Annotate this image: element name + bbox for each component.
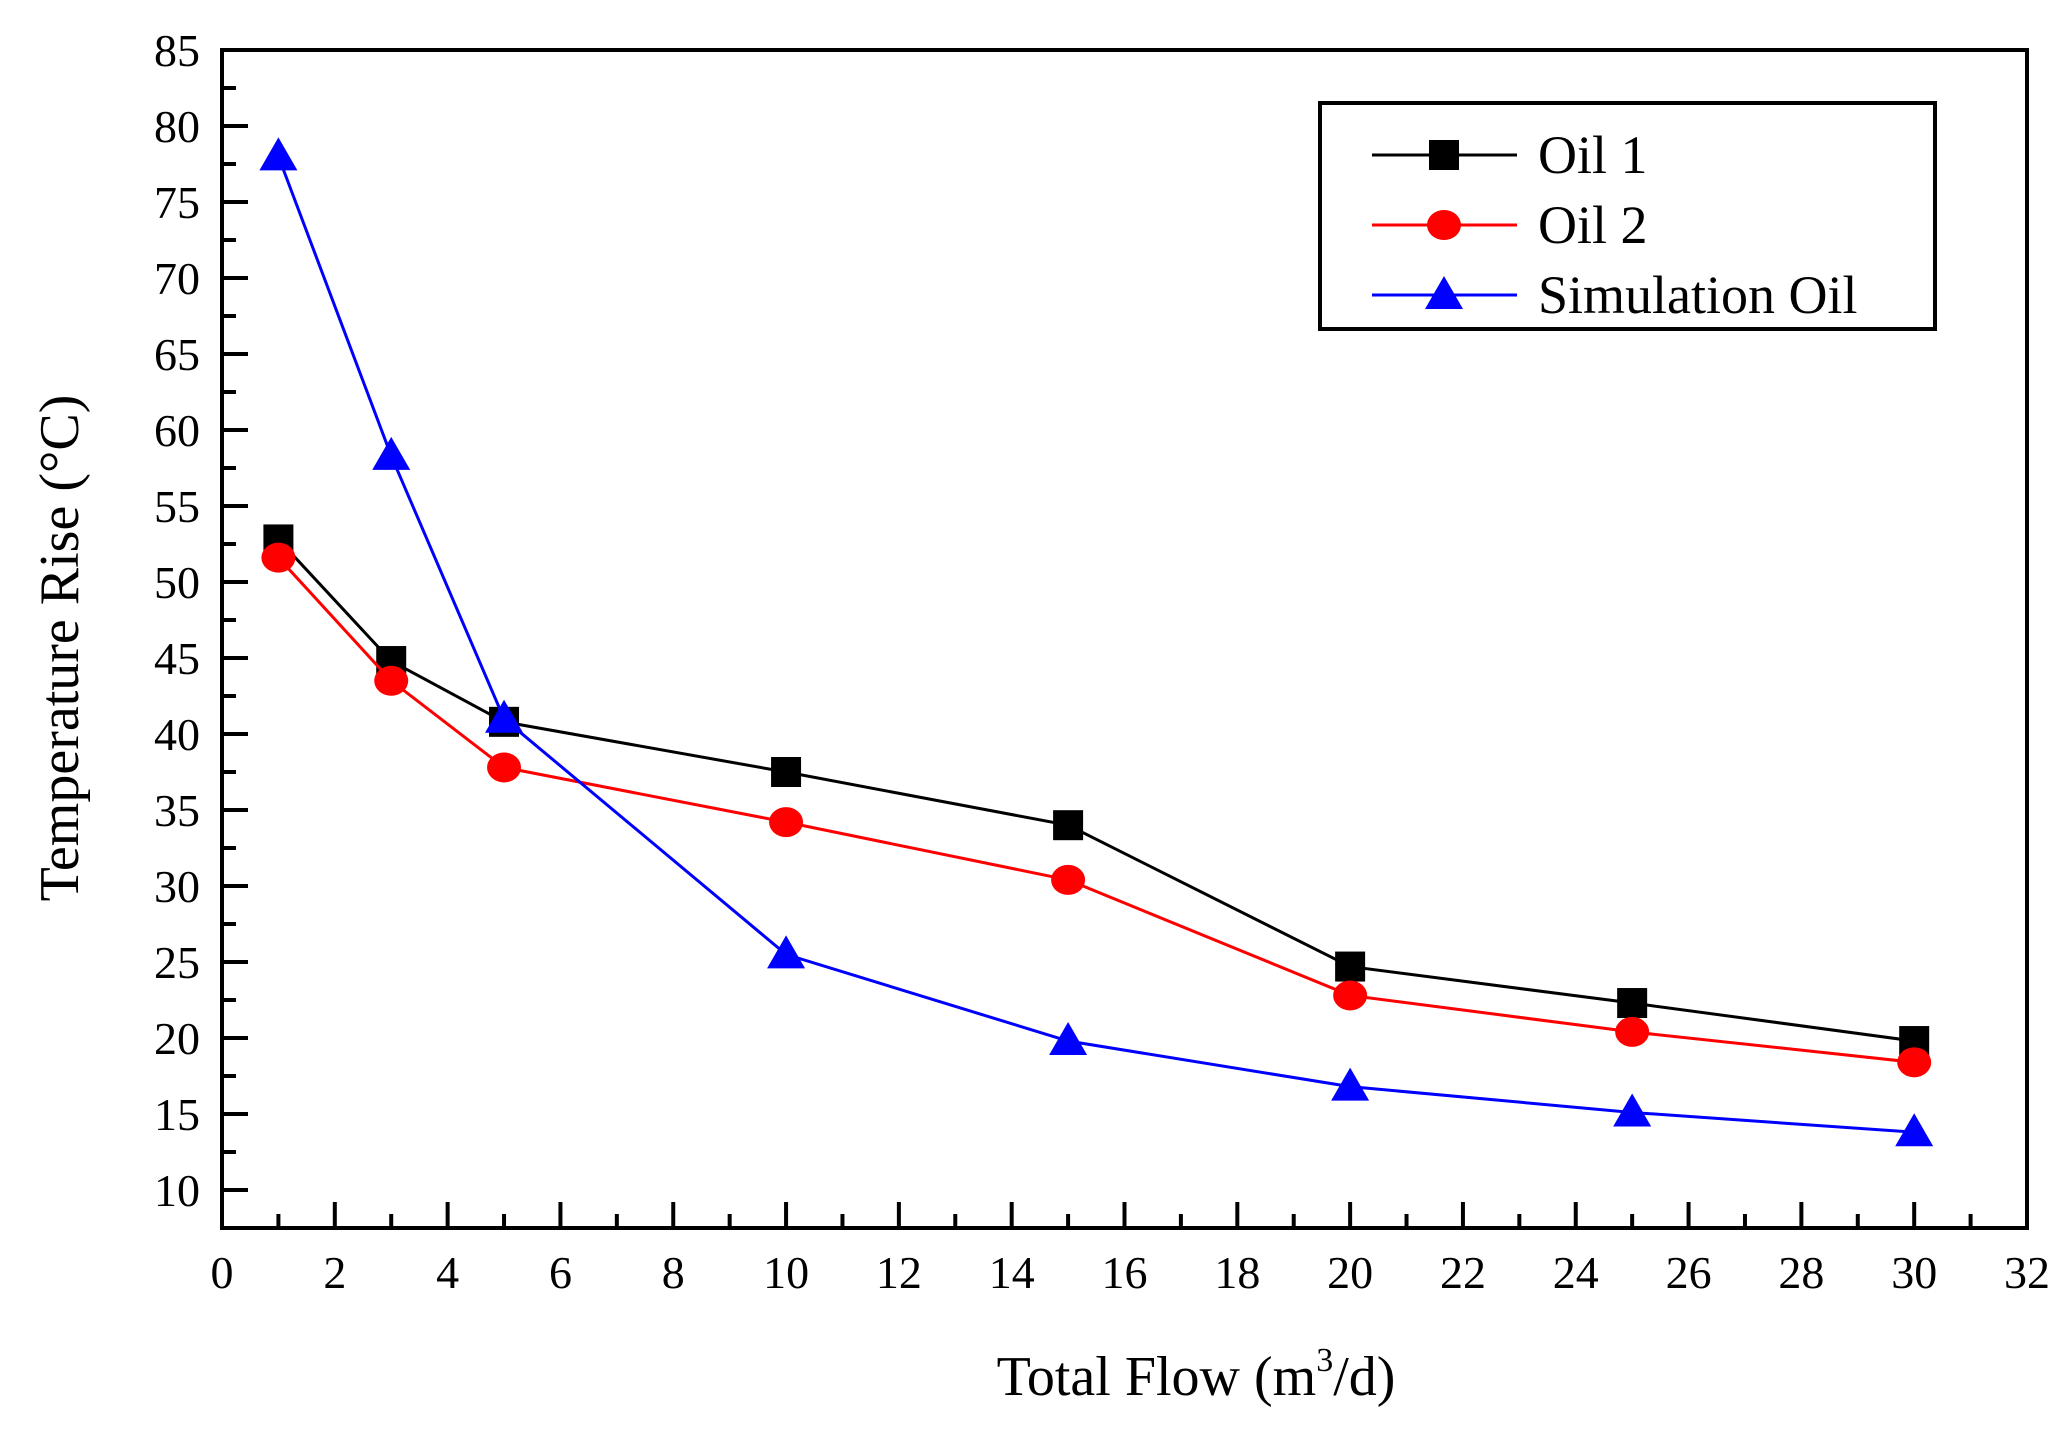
x-tick-label: 4 bbox=[436, 1247, 459, 1298]
x-tick-label: 6 bbox=[549, 1247, 572, 1298]
x-tick-label: 0 bbox=[211, 1247, 234, 1298]
series-oil-2 bbox=[261, 542, 1932, 1078]
data-point-simulation-oil bbox=[1049, 1022, 1088, 1056]
data-point-simulation-oil bbox=[1331, 1067, 1370, 1101]
series-simulation-oil bbox=[259, 137, 1934, 1147]
x-axis-title-tail: /d) bbox=[1333, 1346, 1395, 1408]
legend-swatch-marker bbox=[1429, 140, 1459, 170]
data-point-oil-1 bbox=[1335, 951, 1366, 982]
x-tick-label: 24 bbox=[1553, 1247, 1599, 1298]
legend-entry-oil-2: Oil 2 bbox=[1372, 195, 1648, 255]
legend-swatch-marker bbox=[1425, 276, 1463, 309]
data-point-simulation-oil bbox=[1895, 1113, 1934, 1147]
data-point-oil-2 bbox=[1051, 864, 1086, 895]
data-point-oil-1 bbox=[1617, 988, 1648, 1019]
data-point-oil-2 bbox=[261, 542, 296, 573]
x-axis-title: Total Flow (m3/d) bbox=[997, 1342, 1396, 1408]
data-point-oil-1 bbox=[1053, 810, 1084, 841]
y-tick-label: 85 bbox=[154, 25, 200, 76]
series-line-oil-2 bbox=[277, 556, 1915, 1064]
y-tick-label: 15 bbox=[154, 1089, 200, 1140]
x-tick-label: 32 bbox=[2004, 1247, 2050, 1298]
y-tick-label: 80 bbox=[154, 101, 200, 152]
x-tick-label: 8 bbox=[662, 1247, 685, 1298]
x-tick-label: 16 bbox=[1102, 1247, 1148, 1298]
data-point-simulation-oil bbox=[1613, 1093, 1652, 1127]
series-oil-1 bbox=[263, 524, 1930, 1057]
y-tick-label: 60 bbox=[154, 405, 200, 456]
y-tick-label: 70 bbox=[154, 253, 200, 304]
x-tick-label: 28 bbox=[1778, 1247, 1824, 1298]
series-layer bbox=[259, 137, 1934, 1147]
axes-layer: 0 2 4 6 8 10 12 14 16 18 20 22 24 26 28 30 3210152025303… bbox=[154, 25, 2050, 1298]
x-tick-label: 22 bbox=[1440, 1247, 1486, 1298]
x-tick-label: 26 bbox=[1666, 1247, 1712, 1298]
y-tick-label: 30 bbox=[154, 861, 200, 912]
x-tick-label: 12 bbox=[876, 1247, 922, 1298]
data-point-simulation-oil bbox=[259, 137, 298, 171]
y-tick-label: 75 bbox=[154, 177, 200, 228]
legend: Oil 1 Oil 2 Simulation Oil bbox=[1318, 101, 1937, 331]
data-point-oil-1 bbox=[771, 757, 802, 787]
legend-label: Oil 2 bbox=[1538, 195, 1648, 255]
series-line-simulation-oil bbox=[277, 155, 1915, 1134]
data-point-oil-2 bbox=[487, 752, 522, 783]
legend-entry-simulation-oil: Simulation Oil bbox=[1372, 265, 1858, 325]
data-point-simulation-oil bbox=[372, 436, 411, 470]
data-point-oil-2 bbox=[769, 807, 804, 838]
x-axis-title-sup: 3 bbox=[1316, 1342, 1333, 1379]
y-tick-label: 35 bbox=[154, 785, 200, 836]
x-tick-label: 20 bbox=[1327, 1247, 1373, 1298]
legend-entry-oil-1: Oil 1 bbox=[1372, 125, 1648, 185]
x-tick-label: 2 bbox=[323, 1247, 346, 1298]
y-tick-label: 20 bbox=[154, 1013, 200, 1064]
legend-box bbox=[1318, 101, 1937, 331]
y-tick-label: 45 bbox=[154, 633, 200, 684]
y-tick-label: 40 bbox=[154, 709, 200, 760]
data-point-oil-2 bbox=[374, 665, 409, 696]
x-tick-label: 14 bbox=[989, 1247, 1035, 1298]
x-tick-label: 30 bbox=[1891, 1247, 1937, 1298]
data-point-simulation-oil bbox=[485, 699, 524, 733]
legend-swatch-marker bbox=[1427, 210, 1461, 240]
x-tick-label: 10 bbox=[763, 1247, 809, 1298]
y-tick-label: 50 bbox=[154, 557, 200, 608]
y-axis-title: Temperature Rise (°C) bbox=[29, 395, 91, 902]
y-tick-label: 10 bbox=[154, 1165, 200, 1216]
y-tick-label: 55 bbox=[154, 481, 200, 532]
data-point-simulation-oil bbox=[767, 935, 806, 969]
x-tick-label: 18 bbox=[1214, 1247, 1260, 1298]
data-point-oil-2 bbox=[1615, 1016, 1650, 1047]
legend-label: Oil 1 bbox=[1538, 125, 1648, 185]
x-axis-title-main: Total Flow (m bbox=[997, 1346, 1317, 1408]
legend-label: Simulation Oil bbox=[1538, 265, 1858, 325]
data-point-oil-2 bbox=[1897, 1047, 1932, 1078]
y-tick-label: 65 bbox=[154, 329, 200, 380]
data-point-oil-2 bbox=[1333, 980, 1368, 1011]
series-line-oil-1 bbox=[277, 538, 1915, 1043]
y-tick-label: 25 bbox=[154, 937, 200, 988]
